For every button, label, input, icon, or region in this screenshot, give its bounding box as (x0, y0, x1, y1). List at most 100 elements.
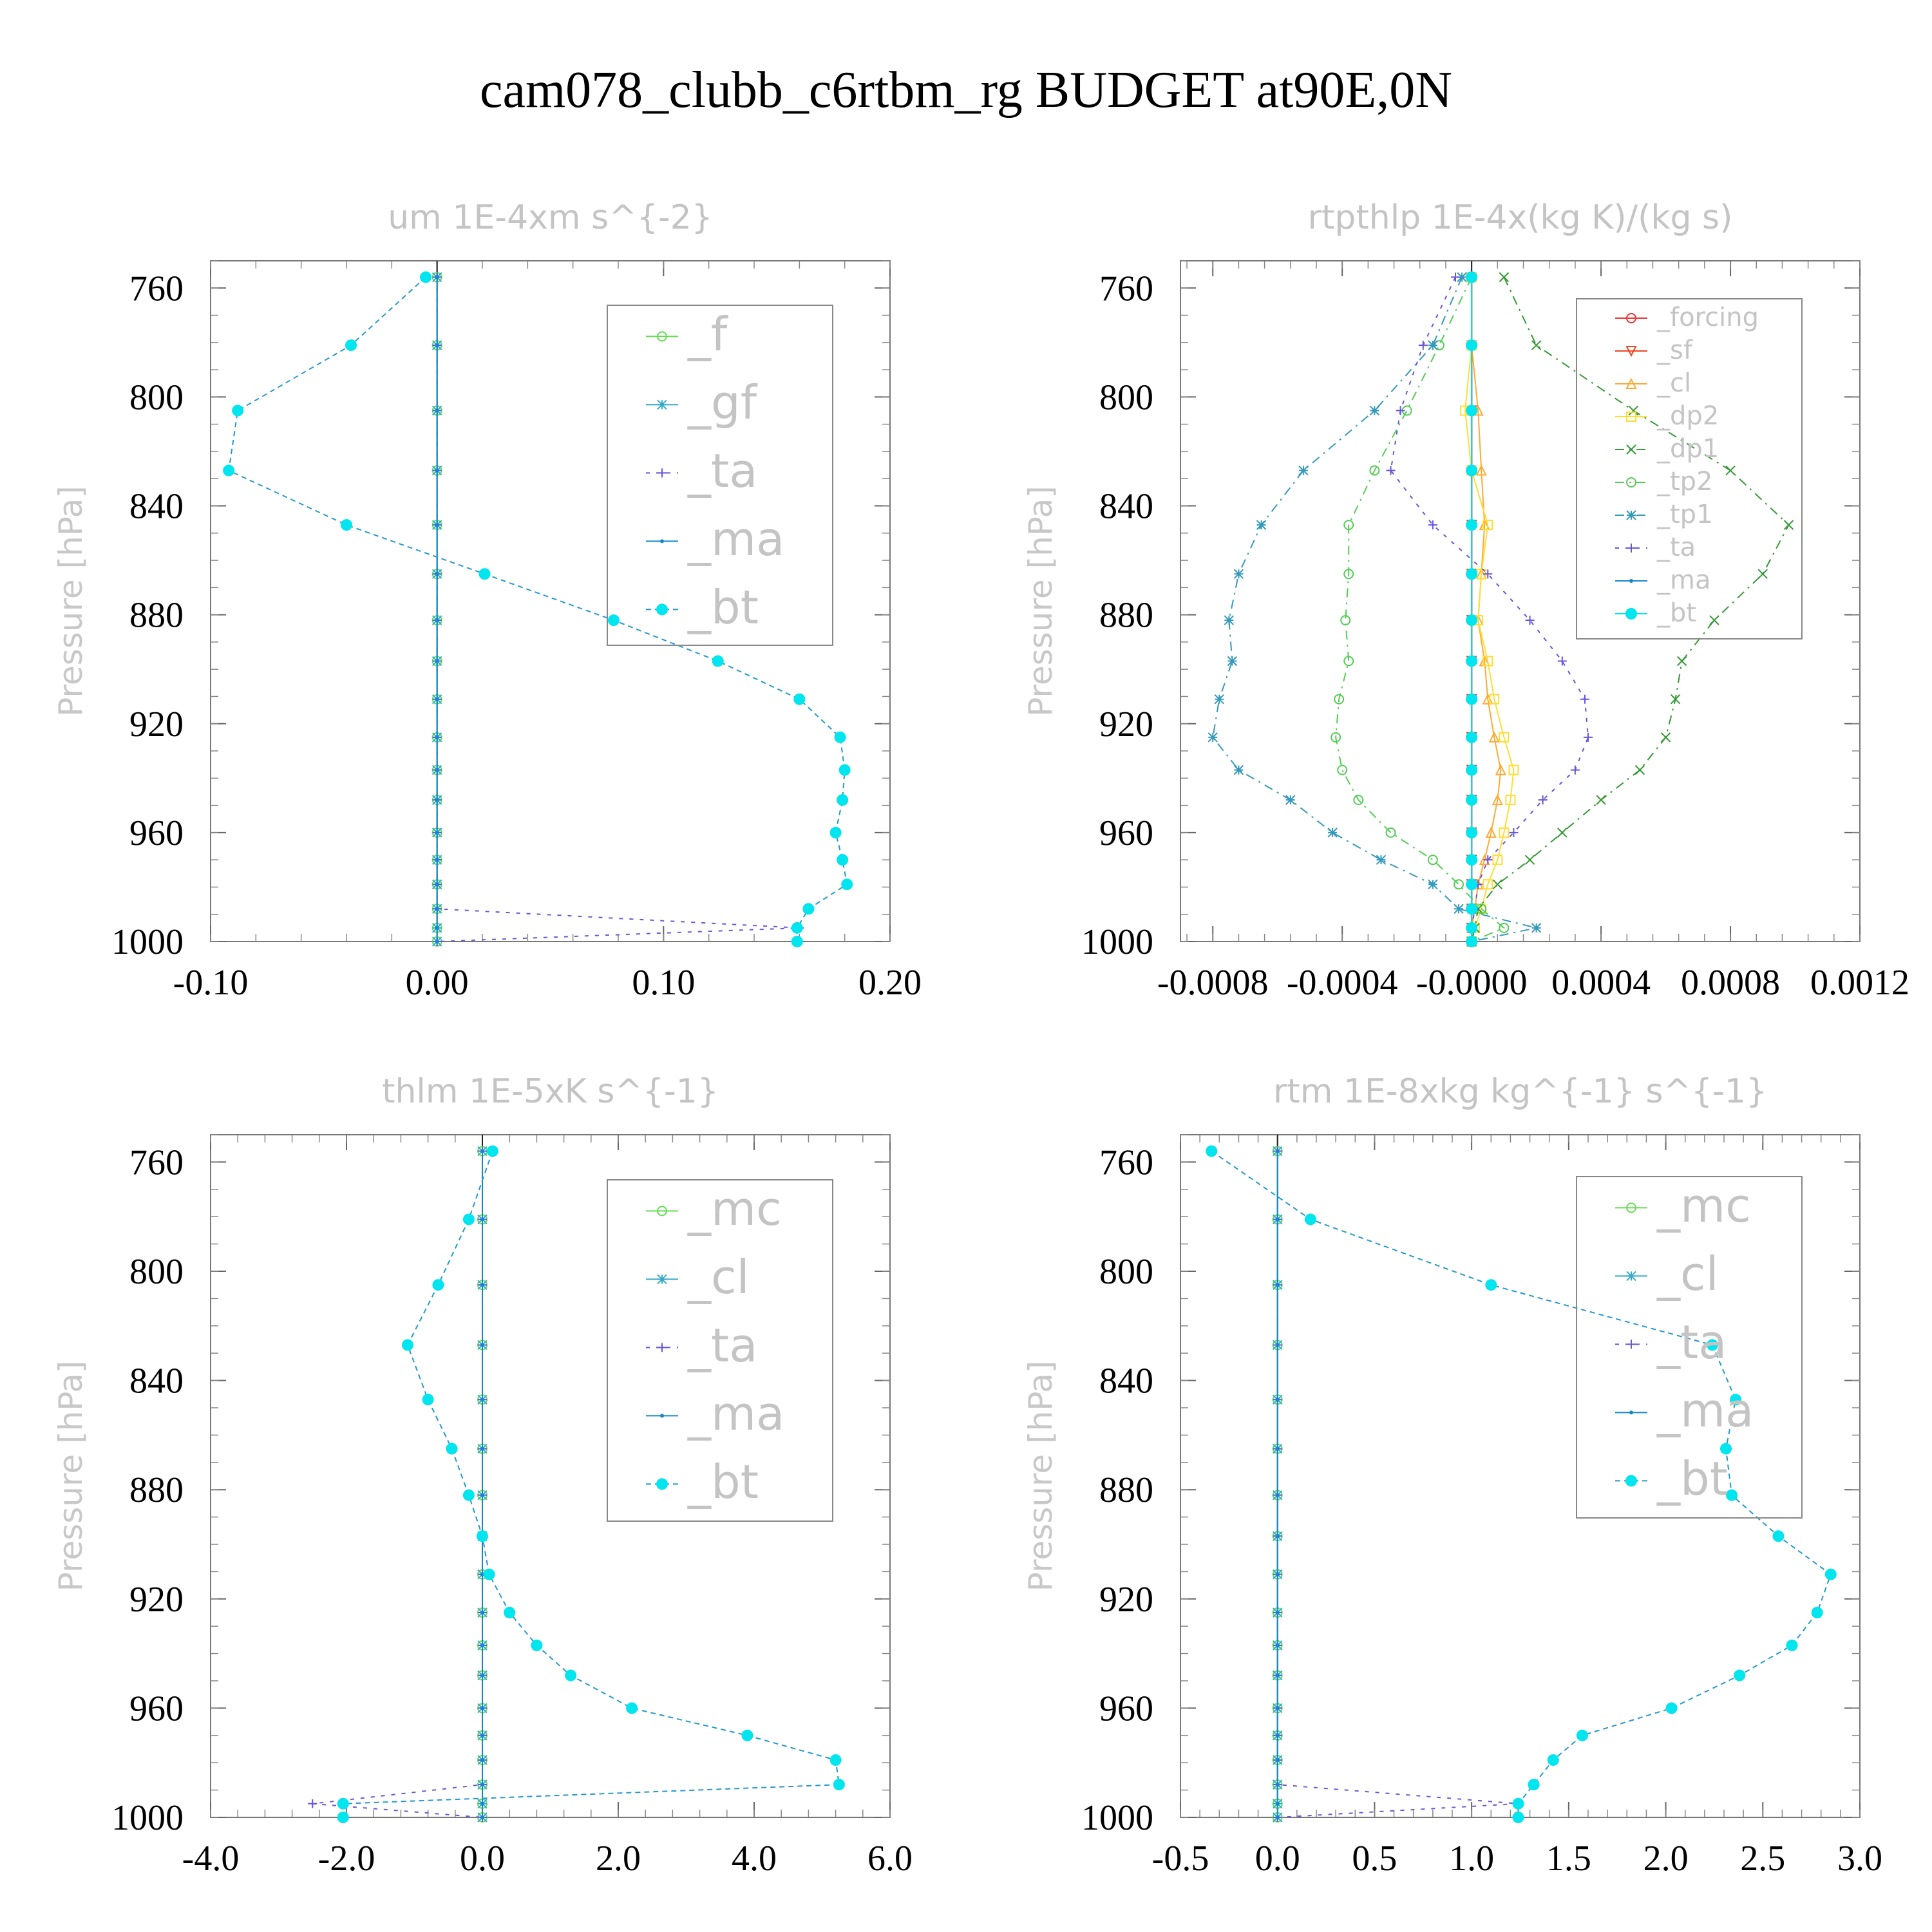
x-tick-label: 0.0004 (1551, 963, 1651, 1003)
y-tick-label: 920 (1099, 1580, 1153, 1620)
y-tick-label: 920 (129, 705, 184, 744)
data-point (1418, 341, 1428, 350)
data-point (1275, 1643, 1280, 1647)
data-point (435, 275, 439, 279)
y-tick-label: 880 (1099, 596, 1153, 636)
series-line (1471, 276, 1790, 942)
data-point (1275, 1217, 1280, 1222)
data-point (1783, 520, 1794, 530)
y-tick-label: 920 (129, 1580, 184, 1620)
y-tick-label: 960 (1099, 813, 1153, 853)
data-point (1275, 1446, 1280, 1451)
x-tick-label: 0.0012 (1810, 963, 1909, 1003)
data-point (1353, 795, 1364, 806)
legend-label: _bt (687, 580, 759, 634)
data-point (1386, 466, 1396, 475)
data-point (337, 1797, 349, 1810)
data-point (1512, 1797, 1524, 1810)
data-point (1466, 404, 1478, 417)
legend-label: _f (687, 307, 728, 361)
data-point (1670, 694, 1681, 705)
data-point (1489, 694, 1500, 705)
legend-marker (1629, 1410, 1633, 1415)
x-tick-label: 0.5 (1352, 1839, 1397, 1879)
data-point (1596, 795, 1606, 805)
data-point (1451, 272, 1461, 282)
series-bt (1206, 1145, 1837, 1823)
chart-panel-2: rtpthlp 1E-4x(kg K)/(kg s) Pressure [hPa]… (1022, 198, 1909, 1003)
legend-marker (658, 1343, 667, 1352)
data-point (1376, 855, 1387, 865)
data-point (1660, 732, 1671, 743)
legend-label: _ma (1656, 1383, 1754, 1437)
legend-marker (1626, 477, 1636, 488)
data-point (1531, 340, 1542, 350)
data-point (435, 659, 439, 663)
y-tick-label: 760 (129, 1142, 184, 1182)
y-tick-label: 960 (1099, 1689, 1153, 1728)
data-point (435, 343, 439, 348)
y-tick-label: 840 (1099, 487, 1153, 527)
data-point (1709, 615, 1719, 625)
data-point (1275, 1706, 1280, 1710)
data-point (1475, 464, 1487, 476)
data-point (1466, 339, 1478, 352)
series-bt (223, 271, 853, 947)
legend-label: _ma (1656, 565, 1710, 595)
data-point (1275, 1534, 1280, 1539)
data-point (1495, 764, 1506, 775)
y-tick-label: 840 (129, 487, 184, 527)
data-point (1492, 879, 1503, 889)
data-point (1327, 828, 1338, 838)
data-point (480, 1283, 484, 1287)
data-point (1275, 1611, 1280, 1615)
data-point (1726, 1489, 1738, 1501)
series-line (1335, 276, 1506, 942)
series-bt (337, 1145, 845, 1823)
x-tick-label: 1.0 (1449, 1839, 1494, 1879)
legend-label: _bt (1656, 1452, 1728, 1506)
data-point (1275, 1283, 1280, 1287)
data-point (480, 1733, 484, 1738)
y-tick-label: 760 (1099, 1142, 1153, 1182)
x-tick-label: 6.0 (867, 1839, 913, 1879)
data-point (1427, 855, 1438, 866)
legend-marker (657, 1274, 667, 1285)
plot-frame (1180, 260, 1861, 942)
panel-title: um 1E-4xm s^{-2} (388, 198, 713, 237)
data-point (480, 1757, 484, 1762)
y-tick-label: 920 (1099, 705, 1153, 744)
data-point (435, 735, 439, 739)
legend-marker (1626, 444, 1636, 455)
x-tick-label: -0.0000 (1416, 963, 1528, 1003)
y-tick-label: 800 (1099, 1252, 1153, 1292)
data-point (1466, 464, 1478, 477)
data-point (1811, 1607, 1823, 1618)
series-ma (435, 275, 439, 943)
y-tick-label: 1000 (111, 922, 184, 962)
y-tick-label: 840 (129, 1361, 184, 1401)
legend: _mc _cl _ta _ma _bt (607, 1179, 833, 1522)
data-point (480, 1643, 484, 1647)
data-point (1275, 1815, 1280, 1819)
data-point (462, 1489, 475, 1501)
series-ta (1273, 1146, 1523, 1822)
data-point (1275, 1733, 1280, 1738)
data-point (837, 794, 849, 806)
data-point (1275, 1493, 1280, 1497)
data-point (1786, 1639, 1798, 1651)
series-tp2 (1331, 272, 1510, 947)
data-point (1466, 922, 1478, 934)
x-tick-label: 0.00 (406, 963, 469, 1003)
data-point (1734, 1669, 1746, 1681)
data-point (1466, 655, 1478, 667)
chart-panel-1: um 1E-4xm s^{-2} Pressure [hPa] 760 800 840 8… (52, 198, 922, 1003)
panel-title: rtm 1E-8xkg kg^{-1} s^{-1} (1273, 1072, 1767, 1111)
data-point (1275, 1149, 1280, 1153)
data-point (1256, 520, 1267, 530)
data-point (1275, 1572, 1280, 1577)
legend-marker (1626, 412, 1636, 422)
plot-frame (210, 260, 891, 942)
x-tick-label: 3.0 (1837, 1839, 1882, 1879)
series-dp2 (1460, 272, 1519, 947)
